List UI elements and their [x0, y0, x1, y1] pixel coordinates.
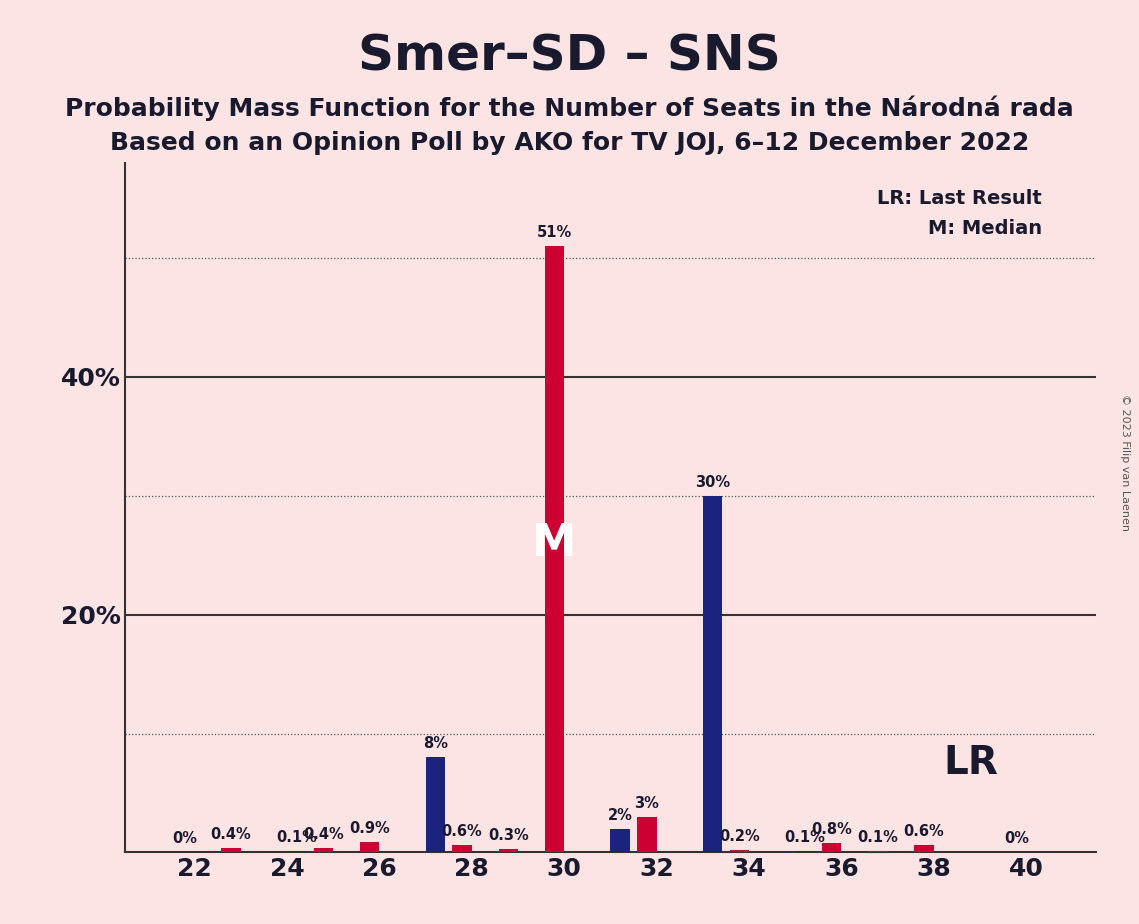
Bar [287, 851, 306, 853]
Text: 0.2%: 0.2% [719, 829, 760, 845]
Bar [822, 843, 842, 853]
Text: 0%: 0% [172, 832, 197, 846]
Bar [730, 850, 749, 853]
Text: LR: LR [943, 744, 998, 783]
Text: 0%: 0% [1003, 832, 1029, 846]
Text: 30%: 30% [695, 475, 730, 490]
Text: © 2023 Filip van Laenen: © 2023 Filip van Laenen [1121, 394, 1130, 530]
Bar [426, 758, 445, 853]
Bar [637, 817, 656, 853]
Text: 0.1%: 0.1% [858, 831, 899, 845]
Bar [221, 847, 240, 853]
Text: 2%: 2% [608, 808, 632, 822]
Text: 0.3%: 0.3% [487, 828, 528, 843]
Text: 0.9%: 0.9% [350, 821, 390, 836]
Text: 0.1%: 0.1% [785, 831, 826, 845]
Text: 0.6%: 0.6% [442, 824, 483, 839]
Text: 0.4%: 0.4% [303, 827, 344, 842]
Text: 8%: 8% [423, 736, 448, 751]
Text: 0.6%: 0.6% [903, 824, 944, 839]
Bar [915, 845, 934, 853]
Text: M: Median: M: Median [928, 219, 1042, 238]
Text: Probability Mass Function for the Number of Seats in the Národná rada: Probability Mass Function for the Number… [65, 95, 1074, 121]
Text: 3%: 3% [634, 796, 659, 810]
Text: M: M [532, 522, 576, 565]
Bar [499, 849, 518, 853]
Text: 0.1%: 0.1% [277, 831, 317, 845]
Bar [611, 829, 630, 853]
Bar [452, 845, 472, 853]
Bar [868, 851, 887, 853]
Bar [795, 851, 814, 853]
Text: 51%: 51% [536, 225, 572, 240]
Text: Based on an Opinion Poll by AKO for TV JOJ, 6–12 December 2022: Based on an Opinion Poll by AKO for TV J… [109, 131, 1030, 155]
Text: LR: Last Result: LR: Last Result [877, 189, 1042, 209]
Bar [703, 496, 722, 853]
Bar [314, 847, 334, 853]
Text: 0.4%: 0.4% [211, 827, 252, 842]
Bar [544, 246, 564, 853]
Bar [360, 842, 379, 853]
Text: Smer–SD – SNS: Smer–SD – SNS [358, 32, 781, 80]
Text: 0.8%: 0.8% [811, 822, 852, 837]
